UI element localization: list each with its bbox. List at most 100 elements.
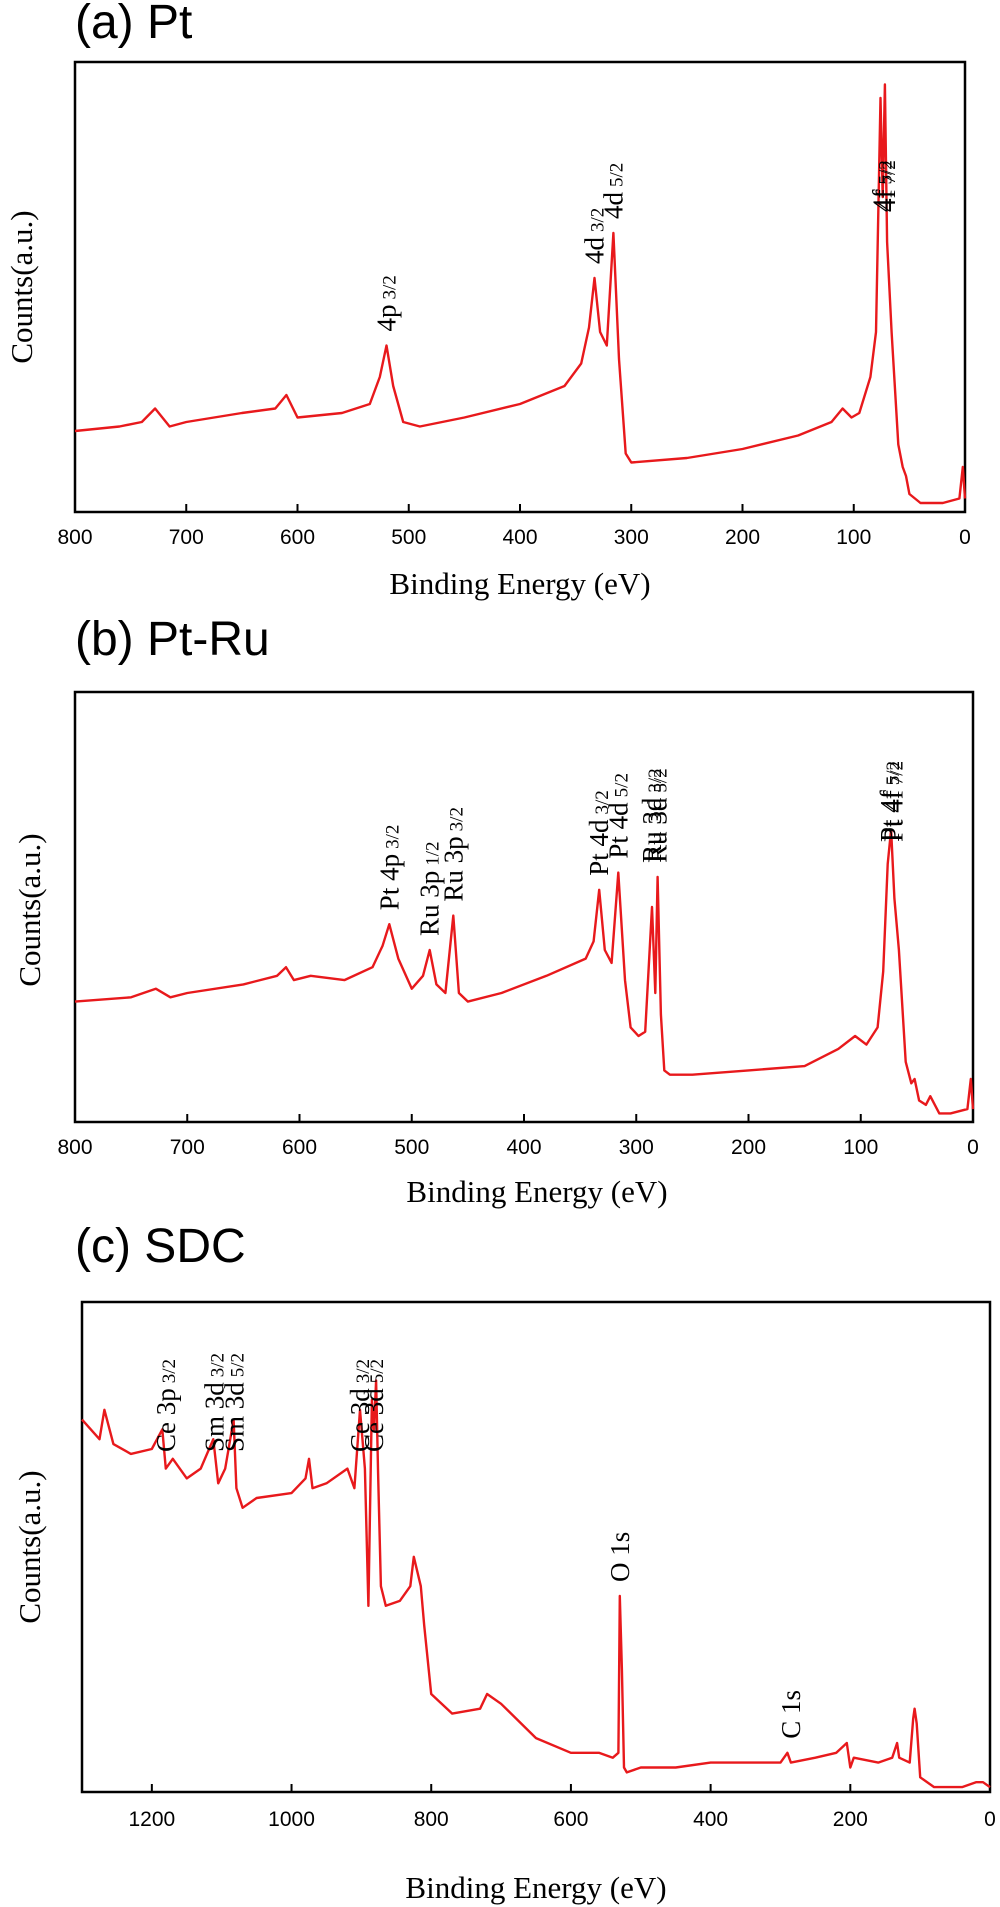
x-tick-label: 800 <box>414 1808 449 1831</box>
y-axis-label: Counts(a.u.) <box>4 210 39 363</box>
x-tick-label: 0 <box>967 1136 979 1159</box>
spectrum-line <box>74 828 975 1115</box>
peak-label-main: C 1s <box>776 1690 806 1739</box>
peak-label: Ce 3p 3/2 <box>151 1359 181 1452</box>
peak-label-sub: 5/2 <box>876 160 897 184</box>
x-tick-label: 400 <box>502 526 537 549</box>
x-tick-label: 0 <box>984 1808 996 1831</box>
x-tick-labels: 1200 1000 800 600 400 200 0 <box>128 1808 995 1831</box>
peak-label: Sm 3d 3/2 <box>200 1353 230 1452</box>
peak-label: Ru 3d 3/2 <box>637 768 667 863</box>
peak-label-sub: 5/2 <box>367 1359 388 1383</box>
x-tick-label: 1200 <box>128 1808 175 1831</box>
peak-label-main: Pt 4f <box>875 790 905 842</box>
peak-label-sub: 3/2 <box>159 1359 180 1383</box>
y-axis-label: Counts(a.u.) <box>12 1470 47 1623</box>
x-tick-labels: 800 700 600 500 400 300 200 100 0 <box>57 526 970 549</box>
peak-label-main: Ru 3p <box>438 836 468 901</box>
peak-label: C 1s <box>776 1690 806 1739</box>
x-tick-label: 400 <box>693 1808 728 1831</box>
peak-label-sub: 3/2 <box>380 275 401 299</box>
peak-label: Ru 3d 5/2 <box>643 768 673 863</box>
peak-label-main: 4f <box>868 190 898 213</box>
peak-label: Pt 4p 3/2 <box>374 825 404 911</box>
peak-label: Pt 4d 3/2 <box>584 790 614 876</box>
peak-label: 4d3/2 <box>580 208 610 264</box>
peak-label-main: Ce 3d <box>345 1388 375 1452</box>
peak-label: Ce 3d 3/2 <box>345 1359 375 1452</box>
peak-label-main: 4f <box>871 190 901 213</box>
peak-label-sub: 5/2 <box>611 773 632 797</box>
x-tick-label: 700 <box>170 1136 205 1159</box>
plot-frame <box>73 690 975 1124</box>
peak-label-sub: 3/2 <box>645 768 666 792</box>
peak-label-main: Sm 3d <box>200 1382 230 1452</box>
x-tick-label: 200 <box>833 1808 868 1831</box>
peak-label-main: O 1s <box>605 1532 635 1582</box>
y-axis-label: Counts(a.u.) <box>12 833 47 986</box>
peak-label-sub: 3/2 <box>588 208 609 232</box>
x-tick-label: 0 <box>959 526 971 549</box>
spectrum-line <box>81 1379 991 1789</box>
x-tick-label: 700 <box>169 526 204 549</box>
peak-label-main: 4d <box>598 192 628 220</box>
peak-label-main: Sm 3d <box>219 1382 249 1452</box>
peak-label-sub: 5/2 <box>883 761 904 785</box>
panel-title: (a) Pt <box>75 0 192 49</box>
peak-label-sub: 3/2 <box>592 790 613 814</box>
peak-label-sub: 3/2 <box>382 825 403 849</box>
x-tick-label: 100 <box>843 1136 878 1159</box>
x-tick-label: 600 <box>553 1808 588 1831</box>
x-ticks <box>74 504 966 512</box>
peak-label-sub: 5/2 <box>227 1353 248 1377</box>
panel-title: (c) SDC <box>75 1220 246 1273</box>
peak-label: Ru 3p 3/2 <box>438 807 468 902</box>
peak-label: Ce 3d 5/2 <box>359 1359 389 1452</box>
peak-label-sub: 5/2 <box>606 163 627 187</box>
peak-label: 4d5/2 <box>598 163 628 219</box>
chart-panel-pt: (a) Pt 800 700 600 500 400 300 200 100 0 4p3/24d… <box>4 0 971 601</box>
peak-label: Pt 4f 7/2 <box>878 761 908 842</box>
peak-label-sub: 5/2 <box>651 768 672 792</box>
peak-label-main: Ce 3d <box>359 1388 389 1452</box>
x-axis-label: Binding Energy (eV) <box>389 566 650 601</box>
peak-label: Sm 3d 5/2 <box>219 1353 249 1452</box>
peak-label: 4p3/2 <box>372 275 402 331</box>
peak-label: Pt 4f 5/2 <box>875 761 905 842</box>
chart-panel-sdc: (c) SDC 1200 1000 800 600 400 200 0 Ce 3p3/2Sm… <box>12 1220 996 1905</box>
peak-label-main: Ru 3d <box>637 797 667 863</box>
x-ticks <box>150 1784 991 1792</box>
x-tick-label: 500 <box>394 1136 429 1159</box>
peak-label-main: 4p <box>372 305 402 332</box>
x-tick-label: 100 <box>836 526 871 549</box>
peak-label-main: 4d <box>580 237 610 265</box>
plot-frame <box>80 1300 992 1794</box>
chart-panel-pt-ru: (b) Pt-Ru 800 700 600 500 400 300 200 100 0 Pt 4… <box>12 613 979 1209</box>
peak-label-main: Pt 4p <box>374 854 404 910</box>
x-tick-label: 200 <box>725 526 760 549</box>
peak-label: 4f7/2 <box>871 160 901 212</box>
x-tick-label: 300 <box>619 1136 654 1159</box>
peak-labels: Pt 4p3/2Ru 3p1/2Ru 3p3/2Pt 4d3/2Pt 4d5/2… <box>374 761 908 936</box>
peak-label-main: Pt 4f <box>878 790 908 842</box>
peak-label-sub: 3/2 <box>446 807 467 831</box>
peak-label-main: Ce 3p <box>151 1388 181 1452</box>
peak-label-main: Ru 3p <box>415 871 445 936</box>
x-axis-label: Binding Energy (eV) <box>405 1870 666 1905</box>
panel-title: (b) Pt-Ru <box>75 613 270 666</box>
peak-label-sub: 7/2 <box>886 761 907 785</box>
peak-label-sub: 3/2 <box>208 1353 229 1377</box>
plot-frame <box>73 60 967 514</box>
x-tick-label: 800 <box>57 526 92 549</box>
peak-label-sub: 1/2 <box>423 841 444 865</box>
peak-labels: Ce 3p 3/2 Sm 3d 3/2 Sm 3d 5/2 Ce 3d 3/2 Ce 3d 5/2… <box>151 1353 806 1739</box>
peak-label: 4f5/2 <box>868 160 898 212</box>
peak-label-main: Pt 4d <box>584 819 614 876</box>
x-tick-label: 600 <box>280 526 315 549</box>
peak-label: O 1s <box>605 1532 635 1582</box>
peak-label-main: Pt 4d <box>603 802 633 859</box>
spectrum-line <box>74 83 967 505</box>
x-tick-label: 500 <box>391 526 426 549</box>
